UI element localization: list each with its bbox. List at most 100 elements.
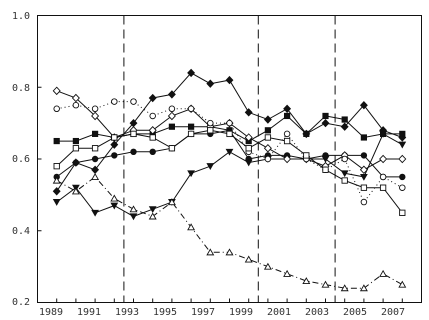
data-point-open-circle-1996	[187, 105, 195, 113]
y-tick-label-4: 1.0	[12, 11, 30, 22]
data-point-open-square-2006	[379, 184, 387, 191]
x-axis: 1989 1991 1993 1995 1997 1999 2001 2003 …	[39, 307, 405, 318]
data-point-open-square-1992	[111, 134, 118, 141]
y-tick-label-0: 0.2	[12, 297, 30, 308]
data-point-open-triangle-up-1999	[244, 255, 253, 263]
data-point-filled-diamond-2001	[283, 104, 292, 113]
data-point-open-triangle-up-2001	[283, 269, 292, 277]
data-point-open-diamond-1990	[71, 93, 80, 103]
data-point-filled-circle-1991	[91, 155, 99, 163]
period-dividers	[123, 15, 336, 303]
data-point-open-circle-2006	[379, 173, 387, 181]
x-tick-label-1999: 1999	[229, 307, 253, 318]
data-point-open-circle-1992	[111, 98, 118, 105]
x-tick-label-2007: 2007	[381, 307, 405, 318]
data-point-open-triangle-up-1991	[91, 173, 100, 180]
data-point-open-triangle-up-1996	[187, 223, 196, 231]
data-point-open-circle-1991	[91, 105, 99, 113]
series-open-triangle-up	[52, 173, 407, 292]
data-point-filled-square-1991	[92, 130, 99, 137]
y-tick-label-2: 0.6	[12, 154, 30, 165]
data-point-open-triangle-up-1998	[225, 248, 234, 256]
data-point-filled-diamond-1989	[52, 187, 61, 196]
data-point-open-triangle-up-2005	[359, 284, 368, 292]
data-point-open-circle-2005	[360, 198, 368, 206]
data-point-filled-diamond-2004	[340, 122, 349, 131]
data-point-open-square-1998	[226, 130, 233, 138]
data-point-open-square-2000	[264, 134, 272, 141]
data-point-filled-triangle-down-2004	[340, 170, 349, 178]
data-point-filled-square-1989	[53, 137, 60, 145]
x-tick-label-1991: 1991	[77, 307, 101, 318]
data-point-open-square-2004	[341, 177, 348, 184]
data-point-open-square-2001	[283, 137, 291, 145]
data-point-filled-circle-1994	[149, 148, 156, 156]
data-point-filled-triangle-down-1992	[110, 202, 119, 210]
data-point-open-triangle-up-1995	[167, 198, 176, 206]
data-point-open-diamond-2006	[379, 154, 388, 164]
data-point-open-square-1993	[130, 130, 137, 138]
data-point-open-square-1991	[91, 145, 99, 152]
data-point-open-diamond-1991	[91, 111, 100, 121]
x-tick-label-1997: 1997	[191, 307, 215, 318]
y-tick-label-3: 0.8	[12, 83, 30, 94]
data-point-filled-diamond-1995	[167, 90, 176, 99]
data-point-filled-triangle-down-1999	[244, 159, 253, 167]
data-point-filled-triangle-down-2003	[321, 155, 330, 163]
series-line-open-square	[56, 129, 403, 214]
data-point-filled-circle-2007	[399, 173, 406, 181]
data-point-filled-circle-1992	[111, 152, 118, 159]
data-point-filled-triangle-down-2006	[379, 130, 387, 138]
data-point-filled-square-2001	[283, 112, 291, 120]
x-tick-label-2003: 2003	[305, 307, 329, 318]
data-point-filled-diamond-1999	[244, 108, 253, 117]
data-point-open-triangle-up-2002	[302, 277, 311, 285]
data-point-open-diamond-2000	[263, 143, 272, 153]
data-point-open-triangle-up-2006	[379, 269, 388, 277]
series-open-circle	[53, 98, 406, 206]
data-point-filled-triangle-down-1994	[148, 206, 157, 214]
data-point-open-circle-1998	[226, 119, 233, 127]
y-axis: 0.2 0.4 0.6 0.8 1.0	[12, 11, 30, 308]
series-line-filled-triangle-down	[56, 133, 403, 217]
data-point-filled-diamond-2003	[321, 118, 330, 128]
data-point-open-triangle-up-2003	[321, 280, 330, 288]
data-point-open-square-1997	[207, 127, 214, 134]
data-point-open-square-1996	[187, 130, 195, 138]
data-point-filled-triangle-down-1997	[206, 163, 215, 170]
series-filled-triangle-down	[52, 130, 407, 221]
data-point-filled-circle-1993	[130, 148, 137, 156]
data-point-filled-circle-1990	[72, 159, 80, 166]
data-point-open-circle-2007	[399, 184, 406, 191]
data-point-open-triangle-up-2000	[263, 262, 272, 270]
data-point-filled-square-2003	[322, 112, 329, 120]
data-point-filled-triangle-down-1991	[91, 209, 99, 217]
data-point-open-diamond-2005	[359, 165, 368, 175]
x-tick-label-1989: 1989	[39, 307, 63, 318]
data-point-open-circle-2001	[283, 130, 291, 138]
data-point-filled-square-2007	[399, 130, 406, 137]
series-layer	[52, 68, 407, 292]
data-point-open-square-1999	[245, 145, 252, 152]
data-point-filled-triangle-down-1989	[52, 199, 61, 206]
data-point-filled-square-2004	[341, 116, 348, 123]
data-point-filled-square-1996	[187, 123, 195, 130]
data-point-filled-triangle-down-1998	[225, 148, 234, 156]
data-point-filled-diamond-1998	[225, 75, 234, 85]
data-point-open-diamond-2001	[283, 154, 292, 164]
data-point-open-square-2007	[399, 209, 406, 216]
data-point-filled-diamond-2000	[263, 115, 272, 124]
data-point-open-triangle-up-1990	[71, 187, 80, 195]
data-point-filled-circle-2005	[360, 152, 368, 159]
data-point-filled-triangle-down-2007	[398, 141, 407, 149]
data-point-open-square-2003	[322, 166, 329, 173]
data-point-open-triangle-up-2004	[340, 284, 349, 292]
data-point-open-square-1989	[53, 163, 60, 170]
data-point-open-circle-2000	[264, 155, 272, 163]
data-point-filled-triangle-down-2005	[360, 173, 368, 181]
data-point-open-circle-1990	[72, 101, 80, 109]
x-tick-label-2001: 2001	[267, 307, 291, 318]
data-point-filled-diamond-1994	[148, 93, 157, 103]
data-point-filled-triangle-down-1996	[187, 170, 195, 178]
